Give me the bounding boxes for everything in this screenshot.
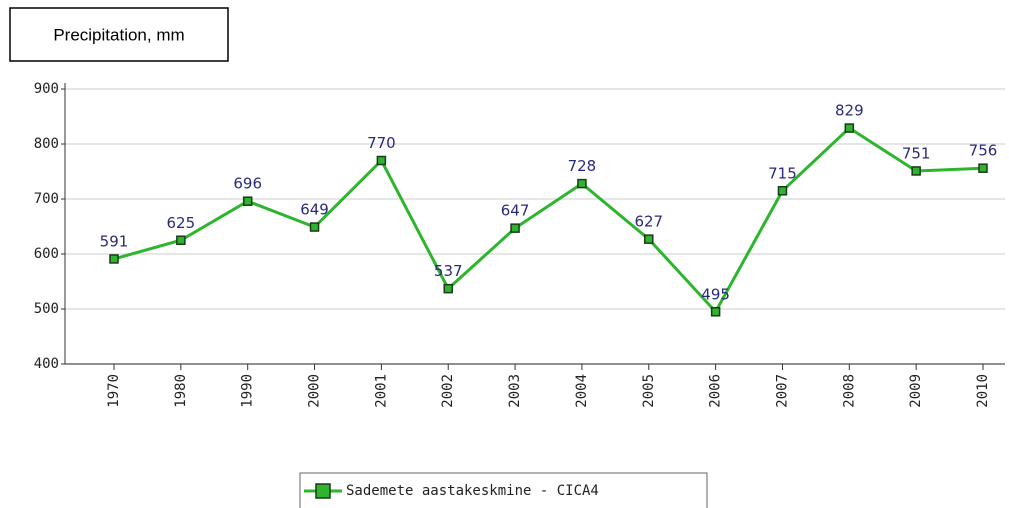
legend: Sademete aastakeskmine - CICA4	[299, 472, 708, 508]
x-tick-label: 2005	[641, 374, 657, 408]
data-label: 625	[167, 214, 196, 232]
point-marker	[710, 307, 721, 317]
point-marker	[510, 223, 520, 233]
x-tick-label: 1980	[173, 374, 189, 408]
point-marker	[443, 283, 453, 294]
x-tick-label: 2008	[841, 374, 857, 408]
x-tick-label: 2006	[708, 374, 724, 408]
point-marker	[242, 196, 253, 206]
data-label: 627	[634, 213, 663, 231]
point-marker	[644, 234, 654, 244]
data-label: 728	[568, 157, 597, 175]
x-tick-label: 2001	[373, 374, 389, 408]
legend-label: Sademete aastakeskmine - CICA4	[346, 483, 599, 499]
point-marker	[978, 163, 988, 173]
data-label: 495	[701, 285, 730, 303]
point-marker	[844, 123, 855, 133]
y-tick-label: 900	[34, 81, 59, 97]
x-tick-label: 2004	[574, 374, 590, 408]
data-label: 756	[969, 142, 998, 160]
point-marker	[109, 254, 119, 264]
point-marker	[309, 222, 320, 232]
point-marker	[577, 178, 587, 189]
data-label: 647	[501, 202, 530, 220]
data-label: 770	[367, 134, 396, 152]
x-tick-label: 2010	[975, 374, 991, 408]
x-tick-label: 2002	[440, 374, 456, 408]
point-marker	[777, 186, 788, 196]
data-label: 537	[434, 262, 463, 280]
data-label: 751	[902, 144, 931, 162]
chart-title: Precipitation, mm	[53, 25, 184, 44]
x-tick-label: 2009	[908, 374, 924, 408]
y-tick-label: 800	[34, 136, 59, 152]
point-marker	[911, 166, 921, 176]
title-box	[9, 7, 229, 62]
data-label: 649	[300, 201, 329, 219]
legend-swatch	[315, 483, 331, 499]
x-tick-label: 1990	[240, 374, 256, 408]
point-marker	[376, 155, 387, 166]
point-marker	[176, 235, 186, 245]
y-tick-label: 700	[34, 191, 59, 207]
y-tick-label: 400	[34, 356, 59, 372]
x-tick-label: 1970	[106, 374, 122, 408]
y-tick-label: 500	[34, 301, 59, 317]
x-tick-label: 2000	[307, 374, 323, 408]
data-label: 696	[233, 175, 262, 193]
series-line	[113, 126, 984, 315]
y-tick-label: 600	[34, 246, 59, 262]
legend-box	[299, 472, 708, 508]
data-label: 829	[835, 102, 864, 120]
x-tick-label: 2007	[774, 374, 790, 408]
data-label: 715	[768, 164, 797, 182]
x-tick-label: 2003	[507, 374, 523, 408]
data-label: 591	[100, 232, 129, 250]
